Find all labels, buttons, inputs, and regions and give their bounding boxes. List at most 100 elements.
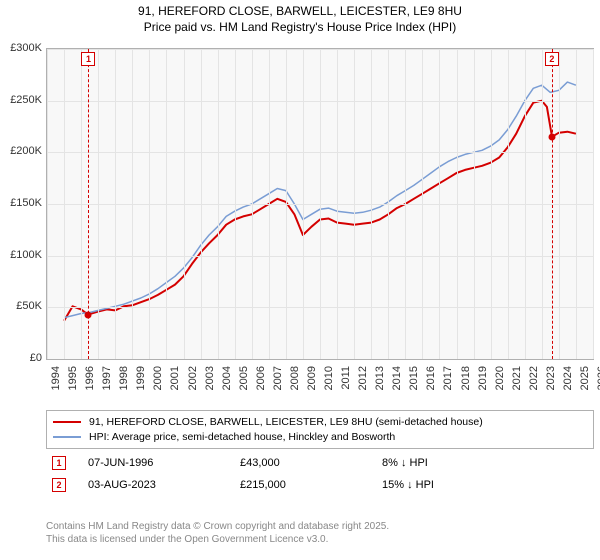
x-tick-label: 2019 [477,366,489,390]
x-gridline [252,49,253,359]
x-gridline [303,49,304,359]
x-gridline [235,49,236,359]
legend-swatch [53,421,81,423]
x-gridline [98,49,99,359]
x-gridline [218,49,219,359]
x-tick-label: 1994 [50,366,62,390]
x-tick-label: 2022 [528,366,540,390]
x-gridline [457,49,458,359]
x-gridline [405,49,406,359]
x-tick-label: 2021 [511,366,523,390]
y-tick-label: £0 [30,352,42,364]
x-tick-label: 2003 [204,366,216,390]
x-tick-label: 2015 [408,366,420,390]
x-tick-label: 2010 [323,366,335,390]
x-tick-label: 2009 [306,366,318,390]
x-gridline [132,49,133,359]
reference-line [552,49,553,359]
x-tick-label: 2012 [357,366,369,390]
x-gridline [593,49,594,359]
x-tick-label: 2005 [238,366,250,390]
y-tick-label: £150K [10,197,42,209]
transactions-table: 107-JUN-1996£43,0008% ↓ HPI203-AUG-2023£… [46,452,594,496]
x-tick-label: 1998 [118,366,130,390]
x-gridline [337,49,338,359]
x-tick-label: 1995 [67,366,79,390]
x-tick-label: 2017 [442,366,454,390]
y-axis: £0£50K£100K£150K£200K£250K£300K [0,48,44,360]
x-tick-label: 1999 [135,366,147,390]
x-tick-label: 2016 [425,366,437,390]
x-tick-label: 2014 [391,366,403,390]
transaction-delta: 15% ↓ HPI [382,479,434,491]
x-tick-label: 2002 [187,366,199,390]
x-gridline [422,49,423,359]
x-gridline [559,49,560,359]
x-tick-label: 2008 [289,366,301,390]
x-tick-label: 2001 [169,366,181,390]
x-gridline [81,49,82,359]
x-gridline [576,49,577,359]
x-gridline [149,49,150,359]
transaction-point-marker [85,311,92,318]
x-tick-label: 2025 [579,366,591,390]
x-tick-label: 2023 [545,366,557,390]
transaction-point-marker [548,133,555,140]
x-gridline [320,49,321,359]
x-gridline [439,49,440,359]
attribution-line-2: This data is licensed under the Open Gov… [46,533,389,546]
transaction-date: 07-JUN-1996 [88,457,218,469]
legend: 91, HEREFORD CLOSE, BARWELL, LEICESTER, … [46,410,594,449]
x-gridline [47,49,48,359]
legend-label: 91, HEREFORD CLOSE, BARWELL, LEICESTER, … [89,415,483,430]
y-tick-label: £100K [10,249,42,261]
y-tick-label: £300K [10,42,42,54]
x-tick-label: 1996 [84,366,96,390]
x-gridline [269,49,270,359]
attribution: Contains HM Land Registry data © Crown c… [46,520,389,546]
title-line-2: Price paid vs. HM Land Registry's House … [0,19,600,35]
x-tick-label: 2007 [272,366,284,390]
transaction-delta: 8% ↓ HPI [382,457,428,469]
transaction-row: 203-AUG-2023£215,00015% ↓ HPI [46,474,594,496]
legend-item: 91, HEREFORD CLOSE, BARWELL, LEICESTER, … [53,415,587,430]
transaction-price: £215,000 [240,479,360,491]
y-tick-label: £250K [10,94,42,106]
x-tick-label: 2024 [562,366,574,390]
x-gridline [184,49,185,359]
x-tick-label: 1997 [101,366,113,390]
x-tick-label: 2011 [340,366,352,390]
transaction-marker-box: 1 [52,456,66,470]
x-gridline [371,49,372,359]
x-gridline [525,49,526,359]
x-gridline [166,49,167,359]
x-tick-label: 2020 [494,366,506,390]
x-tick-label: 2006 [255,366,267,390]
x-gridline [64,49,65,359]
y-tick-label: £200K [10,145,42,157]
x-gridline [542,49,543,359]
transaction-row: 1 07-JUN-1996 £43,000 8% ↓ HPI [46,452,594,474]
reference-marker-box: 2 [545,52,559,66]
reference-marker-box: 1 [81,52,95,66]
transaction-price: £43,000 [240,457,360,469]
x-gridline [115,49,116,359]
plot-area: 12 [46,48,594,360]
legend-swatch [53,436,81,438]
x-gridline [474,49,475,359]
x-gridline [388,49,389,359]
x-gridline [491,49,492,359]
x-tick-label: 2026 [596,366,600,390]
y-tick-label: £50K [16,300,42,312]
x-tick-label: 2013 [374,366,386,390]
title-line-1: 91, HEREFORD CLOSE, BARWELL, LEICESTER, … [0,3,600,19]
x-gridline [201,49,202,359]
x-gridline [508,49,509,359]
attribution-line-1: Contains HM Land Registry data © Crown c… [46,520,389,533]
x-tick-label: 2018 [460,366,472,390]
x-gridline [286,49,287,359]
legend-label: HPI: Average price, semi-detached house,… [89,430,395,445]
chart-title: 91, HEREFORD CLOSE, BARWELL, LEICESTER, … [0,0,600,35]
chart-container: 91, HEREFORD CLOSE, BARWELL, LEICESTER, … [0,0,600,560]
transaction-date: 03-AUG-2023 [88,479,218,491]
